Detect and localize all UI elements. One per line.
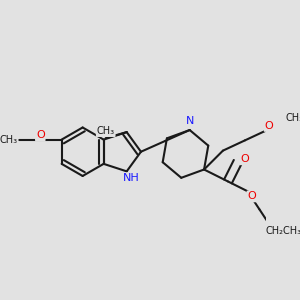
Text: O: O xyxy=(240,154,249,164)
Text: O: O xyxy=(36,130,45,140)
Text: CH₃: CH₃ xyxy=(0,135,18,145)
Text: CH₃: CH₃ xyxy=(286,113,300,124)
Text: CH₃: CH₃ xyxy=(97,126,115,136)
Text: CH₂CH₃: CH₂CH₃ xyxy=(266,226,300,236)
Text: N: N xyxy=(185,116,194,126)
Text: O: O xyxy=(265,121,273,131)
Text: O: O xyxy=(248,191,256,201)
Text: NH: NH xyxy=(123,173,140,183)
